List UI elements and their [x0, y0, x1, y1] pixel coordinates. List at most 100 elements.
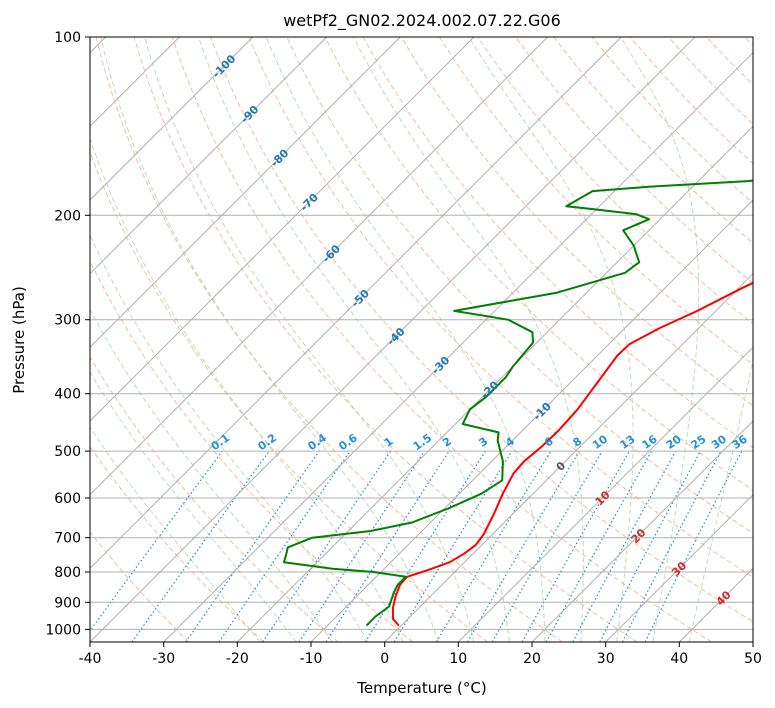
- moist-adiabat-line: [90, 136, 404, 642]
- dry-adiabat-line: [210, 37, 753, 623]
- mixing-ratio-line: [185, 450, 320, 642]
- moist-adiabat-line: [620, 37, 700, 642]
- mixing-ratio-line: [325, 450, 450, 642]
- dry-adiabat-line: [400, 37, 753, 407]
- dry-adiabat-line: [553, 37, 753, 244]
- moist-adiabat-line: [688, 358, 753, 642]
- mixing-ratio-line: [545, 450, 653, 642]
- x-tick-label: 0: [380, 651, 389, 667]
- mixing-ratio-label: 16: [640, 432, 660, 452]
- x-tick-label: -30: [152, 651, 175, 667]
- mixing-ratio-label: 13: [617, 433, 637, 452]
- y-axis-title: Pressure (hPa): [10, 286, 28, 394]
- mixing-ratio-label: 3: [477, 435, 491, 450]
- y-tick-label: 900: [54, 595, 81, 611]
- dry-adiabat-line: [90, 531, 190, 642]
- dry-adiabat-line: [248, 37, 753, 578]
- isotherm-gridline: [90, 37, 622, 570]
- mixing-ratio-label: 10: [590, 432, 610, 452]
- mixing-ratio-line: [599, 450, 702, 642]
- x-tick-label: -40: [79, 651, 102, 667]
- x-tick-label: -10: [300, 651, 323, 667]
- mixing-ratio-line: [435, 450, 552, 642]
- dry-adiabat-line: [90, 259, 414, 642]
- y-tick-label: 1000: [45, 622, 81, 638]
- dry-adiabat-line: [706, 37, 753, 86]
- mixing-ratio-line: [521, 450, 631, 642]
- dewpoint-profile-line: [283, 179, 753, 627]
- mixing-ratio-line: [644, 450, 743, 642]
- isotherm-label: -100: [210, 52, 239, 81]
- moist-adiabat-line: [90, 426, 261, 642]
- isotherm-gridline: [236, 125, 753, 642]
- isotherm-gridline: [163, 51, 753, 642]
- moist-adiabat-line: [265, 37, 546, 642]
- mixing-ratio-label: 6: [542, 435, 556, 450]
- dry-adiabat-line: [744, 37, 753, 47]
- x-tick-label: 40: [670, 651, 688, 667]
- temperature-profile-line: [391, 281, 753, 627]
- isotherm-gridline: [457, 346, 753, 642]
- mixing-ratio-line: [262, 450, 392, 642]
- dry-adiabat-line: [90, 445, 264, 642]
- dry-adiabat-line: [591, 37, 753, 204]
- plot-frame: [89, 36, 754, 643]
- dry-adiabat-line: [324, 37, 753, 491]
- isotherm-gridline: [531, 420, 753, 642]
- mixing-ratio-line: [393, 450, 513, 642]
- mixing-ratio-label: 25: [688, 433, 708, 452]
- isotherm-gridline: [90, 37, 475, 422]
- isotherm-gridlines: [90, 37, 753, 642]
- mixing-ratio-line: [218, 450, 351, 642]
- x-tick-label: 20: [523, 651, 541, 667]
- moist-adiabat-line: [90, 233, 369, 642]
- isotherm-gridline: [752, 641, 753, 642]
- mixing-ratio-label: 1.5: [411, 431, 434, 453]
- mixing-ratio-line: [90, 450, 223, 632]
- dry-adiabat-line: [515, 37, 753, 284]
- y-tick-label: 200: [54, 208, 81, 224]
- y-tick-label: 800: [54, 565, 81, 581]
- x-axis-title: Temperature (°C): [356, 679, 486, 697]
- mixing-ratio-lines: [90, 450, 743, 642]
- moist-adiabat-line: [198, 37, 510, 642]
- y-tick-label: 500: [54, 444, 81, 460]
- moist-adiabat-line: [90, 308, 333, 642]
- dry-adiabat-line: [95, 37, 563, 642]
- isotherm-gridline: [90, 37, 696, 642]
- isotherm-gridline: [90, 37, 328, 275]
- dry-adiabat-line: [668, 37, 753, 125]
- x-tick-label: 30: [597, 651, 615, 667]
- mixing-ratio-label: 20: [664, 432, 684, 452]
- isotherm-gridline: [678, 567, 753, 642]
- y-tick-label: 400: [54, 387, 81, 403]
- x-tick-label: -20: [226, 651, 249, 667]
- isotherm-gridline: [605, 493, 753, 642]
- mixing-ratio-line: [572, 450, 677, 642]
- moist-adiabat-line: [468, 37, 634, 642]
- chart-title: wetPf2_GN02.2024.002.07.22.G06: [283, 11, 561, 31]
- dry-adiabat-line: [171, 37, 712, 642]
- dry-adiabat-line: [438, 37, 753, 366]
- y-tick-label: 700: [54, 531, 81, 547]
- mixing-ratio-label: 0.2: [256, 431, 279, 453]
- dry-adiabat-line: [133, 37, 638, 642]
- dry-adiabat-line: [362, 37, 753, 449]
- isotherm-gridline: [90, 37, 254, 201]
- mixing-ratio-line: [131, 450, 270, 642]
- x-tick-label: 50: [744, 651, 762, 667]
- isotherm-gridline: [384, 272, 753, 642]
- y-tick-label: 600: [54, 491, 81, 507]
- moist-adiabat-line: [100, 37, 439, 642]
- y-tick-label: 300: [54, 313, 81, 329]
- mixing-ratio-line: [298, 450, 425, 642]
- mixing-ratio-label: 30: [709, 432, 729, 452]
- profile-lines: [283, 179, 753, 627]
- x-axis: -40 -30 -20 -10 0 10 20 30 40 50: [79, 642, 762, 667]
- y-axis: 100 200 300 400 500 600 700 800 900 1000: [45, 30, 90, 638]
- isotherm-gridline: [90, 37, 401, 349]
- moist-adiabat-line: [144, 37, 475, 642]
- y-tick-label: 100: [54, 30, 81, 46]
- dry-adiabats: [90, 37, 753, 642]
